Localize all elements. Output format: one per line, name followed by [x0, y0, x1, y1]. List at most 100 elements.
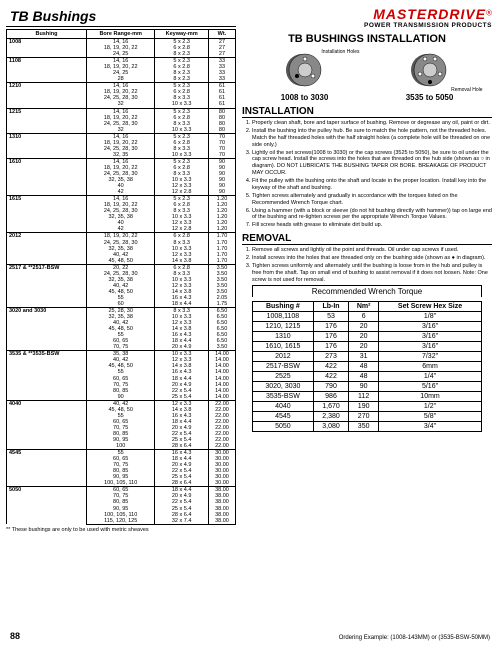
wrench-cell: 20	[349, 331, 379, 341]
bushing-cell: 1215	[7, 108, 87, 133]
wrench-cell: 176	[313, 341, 348, 351]
bushing-cell: 2012	[7, 233, 87, 264]
removal-step: Install screws into the holes that are t…	[252, 255, 492, 262]
removal-steps: Remove all screws and lightly oil the po…	[242, 247, 492, 283]
table-footnote: ** These bushings are only to be used wi…	[6, 527, 236, 533]
wrench-cell: 31	[349, 351, 379, 361]
wrench-cell: 3/4"	[379, 421, 482, 431]
install-step: Fit the pulley with the bushing onto the…	[252, 178, 492, 192]
bushing-cell: 3535 & **3535-BSW	[7, 351, 87, 400]
page-title: TB Bushings	[6, 6, 236, 26]
bushing-cell: 5050	[7, 487, 87, 524]
wrench-cell: 5050	[253, 421, 314, 431]
brand-name: MASTERDRIVE	[373, 6, 486, 22]
brand-block: MASTERDRIVE® POWER TRANSMISSION PRODUCTS	[242, 6, 492, 29]
wrench-cell: 3/16"	[379, 321, 482, 331]
wrench-cell: 7/32"	[379, 351, 482, 361]
wrench-cell: 90	[349, 381, 379, 391]
installation-steps: Properly clean shaft, bore and taper sur…	[242, 120, 492, 229]
range-label-2: 3535 to 5050	[406, 93, 454, 102]
wrench-table: Bushing #Lb-InNm²Set Screw Hex Size 1008…	[252, 301, 482, 432]
wrench-cell: 422	[313, 361, 348, 371]
bushing-cell: 4545	[7, 450, 87, 487]
wrench-cell: 422	[313, 371, 348, 381]
wrench-cell: 2517-BSW	[253, 361, 314, 371]
wrench-header: Bushing #	[253, 301, 314, 311]
wrench-cell: 20	[349, 341, 379, 351]
bushing-cell: 4040	[7, 400, 87, 449]
wrench-cell: 3020, 3030	[253, 381, 314, 391]
wrench-cell: 790	[313, 381, 348, 391]
bushing-cell: 2517 & **2517-BSW	[7, 264, 87, 307]
wrench-cell: 3535-BSW	[253, 391, 314, 401]
wrench-cell: 273	[313, 351, 348, 361]
table-cell: 38.00	[208, 518, 235, 525]
table-header: Bushing	[7, 30, 87, 39]
wrench-cell: 48	[349, 361, 379, 371]
wrench-cell: 2012	[253, 351, 314, 361]
wrench-cell: 986	[313, 391, 348, 401]
install-step: Lightly oil the set screws(1008 to 3030)…	[252, 150, 492, 178]
page-header: TB Bushings	[6, 6, 236, 27]
bushing-cell: 1610	[7, 158, 87, 195]
diagram-1: Installation Holes	[280, 49, 330, 91]
install-step: Using a hammer (with a block or sleeve (…	[252, 208, 492, 222]
wrench-cell: 3/16"	[379, 341, 482, 351]
wrench-cell: 1008,1108	[253, 311, 314, 321]
install-title: TB BUSHINGS INSTALLATION	[242, 33, 492, 45]
wrench-header: Lb-In	[313, 301, 348, 311]
range-label-1: 1008 to 3030	[281, 93, 329, 102]
brand-sub: POWER TRANSMISSION PRODUCTS	[364, 22, 492, 29]
wrench-cell: 270	[349, 411, 379, 421]
table-cell: 115, 120, 125	[86, 518, 154, 525]
installation-heading: INSTALLATION	[242, 106, 492, 118]
wrench-cell: 1/8"	[379, 311, 482, 321]
wrench-caption: Recommended Wrench Torque	[252, 285, 482, 297]
wrench-cell: 5/16"	[379, 381, 482, 391]
wrench-cell: 1/4"	[379, 371, 482, 381]
bushing-cell: 1310	[7, 133, 87, 158]
wrench-cell: 190	[349, 401, 379, 411]
wrench-cell: 6	[349, 311, 379, 321]
wrench-cell: 1/2"	[379, 401, 482, 411]
wrench-cell: 6mm	[379, 361, 482, 371]
table-header: Bore Range-mm	[86, 30, 154, 39]
wrench-cell: 10mm	[379, 391, 482, 401]
table-cell: 32 x 7.4	[155, 518, 209, 525]
wrench-cell: 48	[349, 371, 379, 381]
bushing-cell: 1210	[7, 83, 87, 108]
bushing-cell: 1008	[7, 39, 87, 58]
wrench-cell: 112	[349, 391, 379, 401]
ordering-example: Ordering Example: (1008-143MM) or (3535-…	[339, 635, 490, 641]
wrench-cell: 2,380	[313, 411, 348, 421]
page-number: 88	[10, 631, 20, 641]
bushing-cell: 1615	[7, 196, 87, 233]
wrench-cell: 4040	[253, 401, 314, 411]
wrench-cell: 3/16"	[379, 331, 482, 341]
wrench-cell: 1210, 1215	[253, 321, 314, 331]
wrench-cell: 176	[313, 321, 348, 331]
wrench-cell: 176	[313, 331, 348, 341]
install-step: Install the bushing into the pulley hub.…	[252, 128, 492, 149]
wrench-cell: 1610, 1615	[253, 341, 314, 351]
wrench-cell: 1310	[253, 331, 314, 341]
wrench-cell: 3,080	[313, 421, 348, 431]
diagram-2: Removal Hole	[405, 49, 455, 91]
wrench-header: Set Screw Hex Size	[379, 301, 482, 311]
bushing-table: BushingBore Range-mmKeyway-mmWt. 100814,…	[6, 29, 236, 525]
removal-heading: REMOVAL	[242, 233, 492, 245]
wrench-cell: 4545	[253, 411, 314, 421]
wrench-cell: 5/8"	[379, 411, 482, 421]
wrench-cell: 350	[349, 421, 379, 431]
removal-step: Remove all screws and lightly oil the po…	[252, 247, 492, 254]
table-header: Wt.	[208, 30, 235, 39]
wrench-cell: 2525	[253, 371, 314, 381]
install-step: Tighten screws alternately and gradually…	[252, 193, 492, 207]
removal-step: Tighten screws uniformly and alternately…	[252, 263, 492, 284]
wrench-cell: 1,670	[313, 401, 348, 411]
wrench-cell: 20	[349, 321, 379, 331]
install-step: Properly clean shaft, bore and taper sur…	[252, 120, 492, 127]
wrench-cell: 53	[313, 311, 348, 321]
install-step: Fill screw heads with grease to eliminat…	[252, 222, 492, 229]
diagram-row: Installation Holes Removal Hole	[242, 49, 492, 91]
